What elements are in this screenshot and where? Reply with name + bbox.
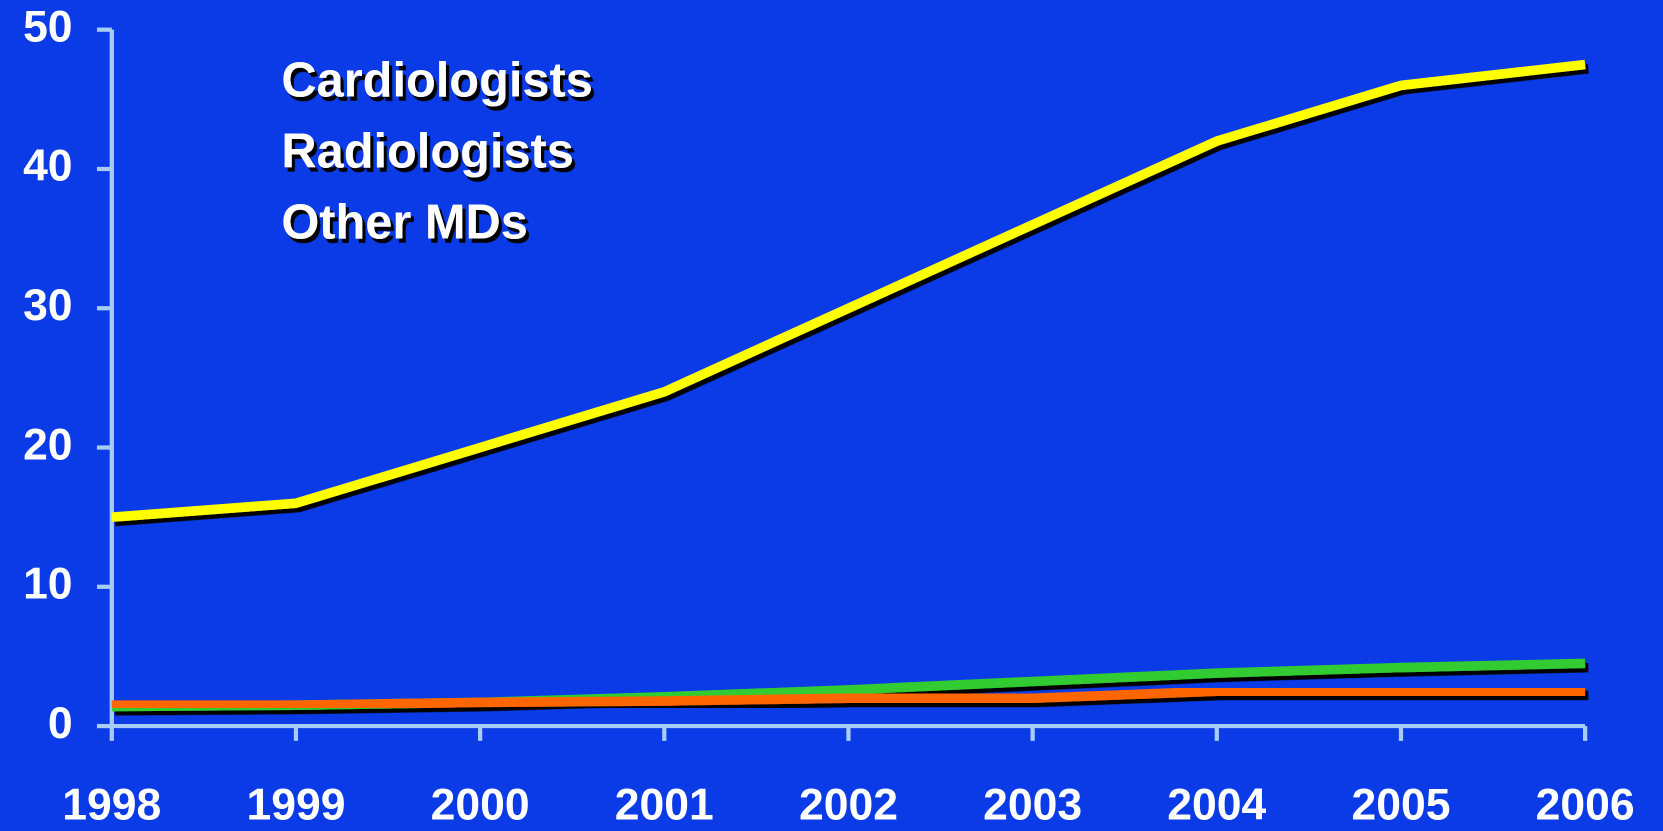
x-tick-label: 2000 <box>431 780 530 829</box>
x-tick-label: 2002 <box>799 780 898 829</box>
series-line <box>111 59 1586 522</box>
y-tick-label: 40 <box>23 142 73 191</box>
x-tick-label: 1998 <box>62 780 161 829</box>
x-tick-label: 2003 <box>983 780 1082 829</box>
y-tick-label: 0 <box>48 699 73 748</box>
legend-label: Cardiologists <box>281 54 593 108</box>
y-tick-label: 10 <box>23 560 73 609</box>
x-tick-label: 2005 <box>1351 780 1450 829</box>
y-tick-label: 30 <box>23 281 73 330</box>
x-tick-label: 2001 <box>615 780 714 829</box>
x-tick-label: 1999 <box>246 780 345 829</box>
y-tick-label: 20 <box>23 420 73 469</box>
legend-label: Radiologists <box>281 125 574 179</box>
y-tick-label: 50 <box>23 2 73 51</box>
x-tick-label: 2006 <box>1536 780 1635 829</box>
series-line <box>111 686 1586 710</box>
legend-label: Other MDs <box>281 196 528 250</box>
x-tick-label: 2004 <box>1167 780 1266 829</box>
